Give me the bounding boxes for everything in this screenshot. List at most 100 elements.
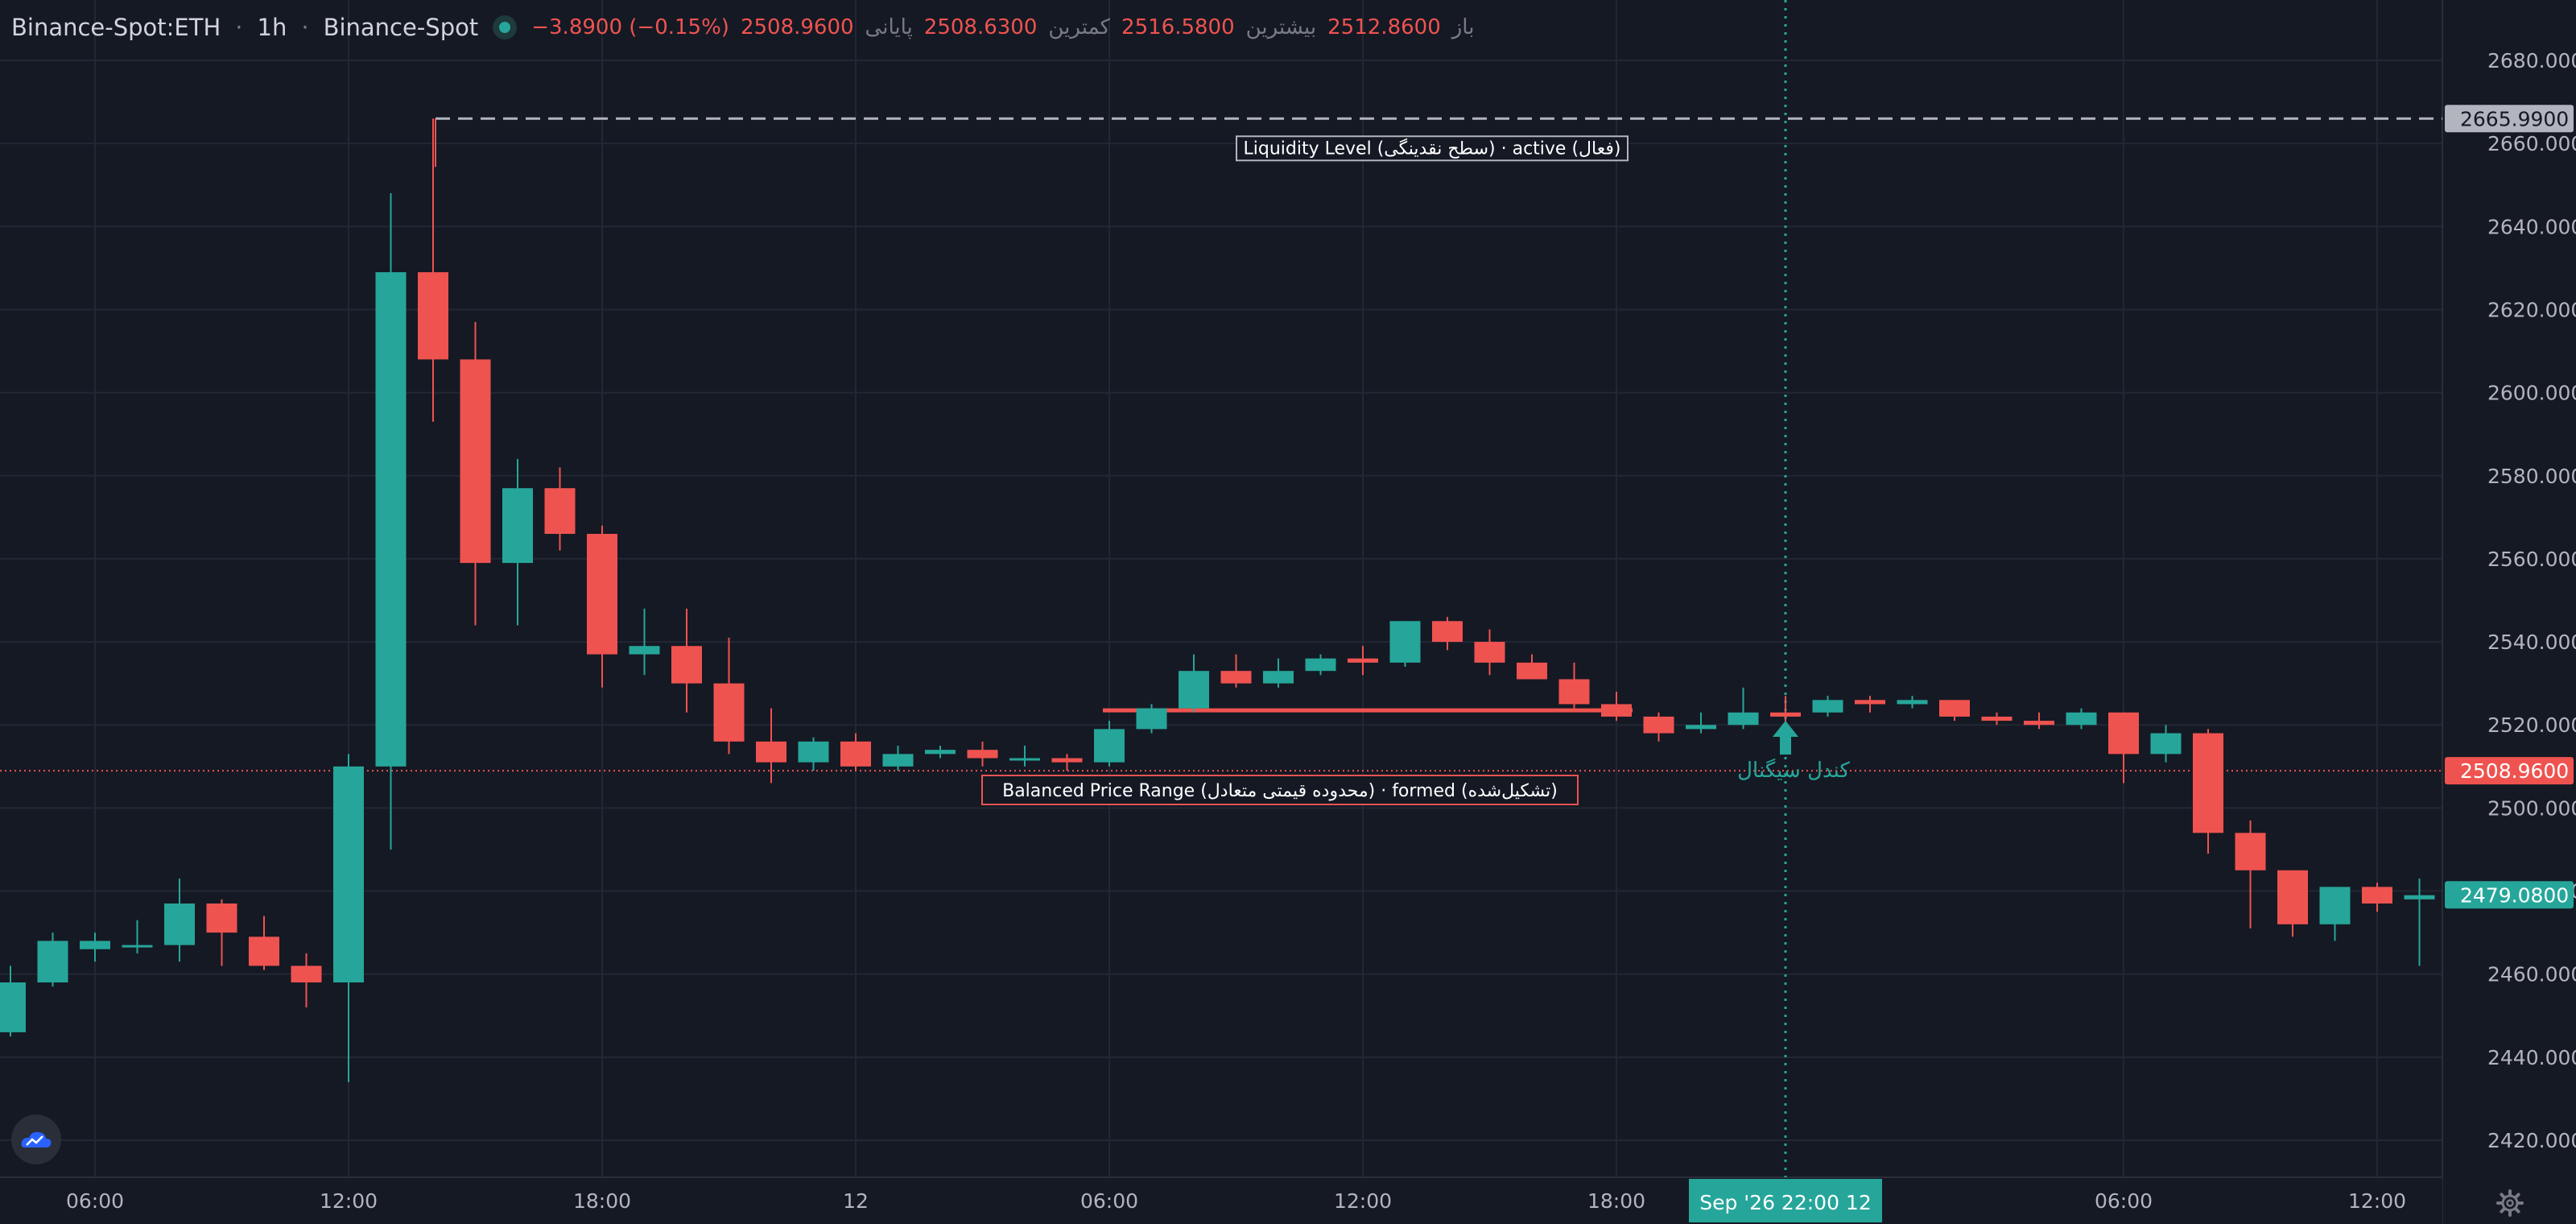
candle-up[interactable] [1686,725,1716,730]
candle-up[interactable] [1389,621,1421,663]
candle-up[interactable] [1897,700,1928,705]
candle-up[interactable] [1812,700,1843,713]
price-tick-label: 2500.0000 [2487,796,2576,820]
close-label: پایانی [865,15,913,39]
candle-down[interactable] [460,359,491,564]
time-tick-label: 18:00 [1587,1189,1645,1213]
candle-down[interactable] [249,937,279,966]
candle-up[interactable] [122,945,153,948]
price-tick-label: 2600.0000 [2487,382,2576,405]
candle-down[interactable] [2235,833,2266,870]
price-axis-background [2442,0,2576,1224]
low-label: کمترین [1048,15,1111,39]
time-tick-label: 06:00 [2095,1189,2153,1213]
candle-down[interactable] [1051,758,1083,763]
candle-up[interactable] [1009,758,1040,761]
candle-up[interactable] [925,750,956,755]
candle-down[interactable] [206,904,237,933]
candle-up[interactable] [1094,729,1125,763]
last-price-badge: 2479.0800 [2460,883,2569,907]
candle-up[interactable] [37,941,68,983]
candle-down[interactable] [2193,733,2223,833]
time-axis[interactable]: 06:00 12:00 18:00 12 06:00 12:00 18:00 06:00 12:… [66,1179,2406,1222]
candle-down[interactable] [1517,662,1547,680]
candle-down[interactable] [1855,700,1885,705]
candle-down[interactable] [1220,671,1252,684]
time-tick-label: 12:00 [1334,1189,1392,1213]
annotations: Liquidity Level (سطح نقدینگی) · active (… [981,135,1850,805]
candle-up[interactable] [1728,712,1759,726]
candle-up[interactable] [1305,658,1336,672]
price-axis[interactable]: 2680.0000 2660.0000 2640.0000 2620.0000 2600… [2445,49,2576,1152]
candle-down[interactable] [1432,621,1463,643]
low-value: 2508.6300 [923,15,1038,39]
exchange-label: Binance-Spot [323,14,479,41]
candle-down[interactable] [1601,704,1632,717]
candle-up[interactable] [2150,733,2182,755]
symbol-name[interactable]: Binance-Spot:ETH [11,14,221,41]
candle-down[interactable] [1348,658,1378,663]
candle-down[interactable] [2024,721,2054,726]
candle-down[interactable] [671,646,702,684]
candle-down[interactable] [1643,716,1674,734]
ohlc-values: باز 2512.8600 بیشترین 2516.5800 کمترین 2… [531,15,1474,39]
price-tick-label: 2640.0000 [2487,215,2576,238]
interval-label[interactable]: 1h [257,14,287,41]
candle-down[interactable] [1939,700,1970,717]
gear-icon[interactable] [2494,1187,2526,1219]
candle-up[interactable] [2066,712,2097,726]
candle-down[interactable] [1981,716,2013,722]
candle-up[interactable] [798,741,829,763]
candle-up[interactable] [2404,895,2435,899]
time-tick-label: 06:00 [66,1189,124,1213]
candle-down[interactable] [713,683,745,742]
candle-down[interactable] [2108,712,2139,755]
tradingview-cloud-logo-icon[interactable] [11,1114,61,1164]
time-tick-label: 12 [843,1189,869,1213]
candle-up[interactable] [0,982,26,1032]
symbol-legend: Binance-Spot:ETH · 1h · Binance-Spot باز… [11,11,1474,43]
candle-down[interactable] [756,741,786,763]
liquidity-price-badge: 2665.9900 [2460,107,2569,130]
candle-down[interactable] [967,750,998,759]
price-tick-label: 2420.0000 [2487,1129,2576,1152]
price-tick-label: 2460.0000 [2487,963,2576,986]
candle-down[interactable] [2277,870,2308,924]
time-tick-label: 12:00 [320,1189,378,1213]
candle-up[interactable] [502,488,533,564]
liquidity-price-badge-bg [2445,105,2574,133]
candle-down[interactable] [2362,887,2392,904]
candle-up[interactable] [882,754,914,767]
candle-series [0,118,2435,1082]
candle-up[interactable] [333,766,364,983]
high-label: بیشترین [1245,15,1317,39]
candle-up[interactable] [1263,671,1294,684]
candle-down[interactable] [1474,642,1505,663]
candle-down[interactable] [1770,712,1801,717]
candle-up[interactable] [164,904,195,945]
price-tick-label: 2680.0000 [2487,49,2576,72]
candle-up[interactable] [375,272,407,767]
signal-label-text: کندل سیگنال [1737,758,1850,783]
candle-up[interactable] [1179,671,1209,709]
candle-down[interactable] [291,966,322,983]
cloud-glyph [21,1131,52,1148]
candle-down[interactable] [418,272,448,360]
price-tick-label: 2580.0000 [2487,465,2576,488]
candle-down[interactable] [587,533,617,655]
current-price-badge-bg [2445,757,2574,785]
crosshair-time-label: Sep '26 22:00 12 [1699,1191,1872,1214]
price-tick-label: 2520.0000 [2487,713,2576,737]
candle-down[interactable] [544,488,576,534]
signal-arrow-icon[interactable] [1773,721,1798,755]
candle-down[interactable] [840,741,871,767]
candle-down[interactable] [1558,679,1590,705]
candle-up[interactable] [80,941,110,949]
candle-up[interactable] [629,646,660,655]
grid-lines [0,0,2442,1177]
candle-up[interactable] [2319,887,2351,924]
candle-up[interactable] [1136,708,1167,730]
